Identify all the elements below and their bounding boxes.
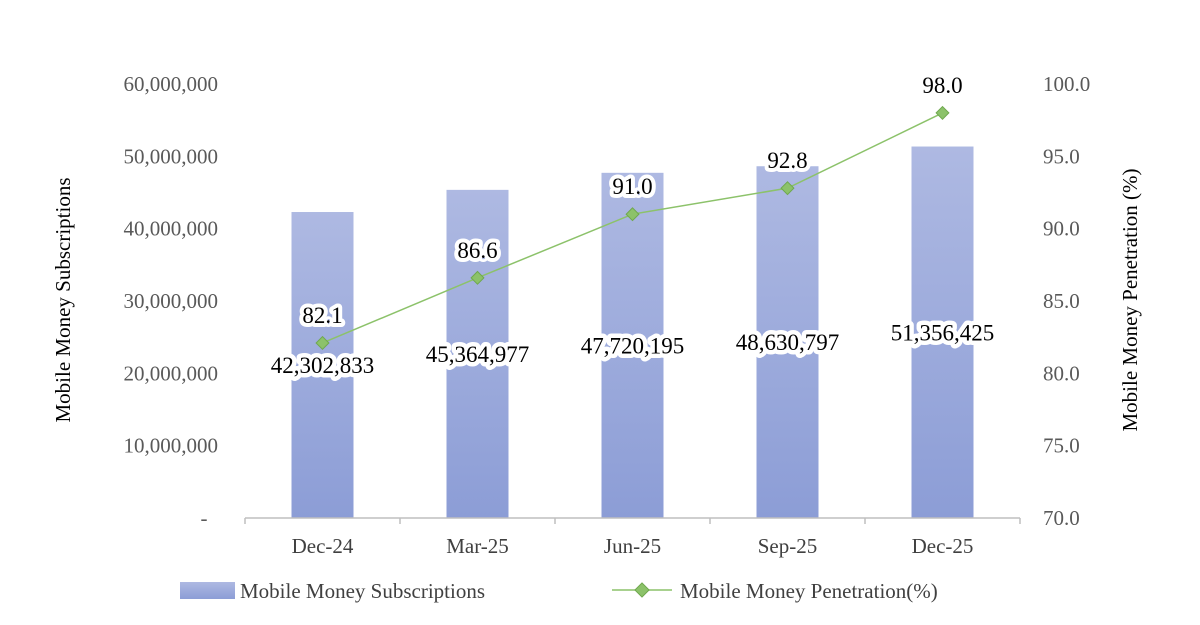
bar-labels-layer: 42,302,833 45,364,977 47,720,195 48,630,797… bbox=[266, 316, 999, 383]
bars-layer bbox=[291, 146, 974, 519]
axis-layer bbox=[244, 517, 1021, 524]
bar-value-label: 51,356,425 bbox=[891, 320, 995, 345]
y-axis-right-title: Mobile Money Penetration (%) bbox=[1118, 168, 1142, 431]
y-right-tick-label: 90.0 bbox=[1043, 217, 1080, 241]
y-right-tick-label: 100.0 bbox=[1043, 72, 1090, 96]
x-tick-label: Dec-24 bbox=[292, 534, 354, 558]
bar-Jun-25 bbox=[601, 172, 664, 519]
line-point-Dec-24 bbox=[315, 335, 330, 351]
bar-Dec-24 bbox=[291, 212, 354, 518]
x-tick-label: Dec-25 bbox=[912, 534, 974, 558]
line-point-Sep-25 bbox=[780, 181, 795, 196]
ticks-layer: - 10,000,000 20,000,000 30,000,000 40,000,00… bbox=[124, 72, 1091, 558]
bar-value-label: 47,720,195 bbox=[581, 333, 685, 358]
line-value-label: 82.1 bbox=[302, 303, 342, 328]
line-point-Dec-25 bbox=[935, 105, 950, 121]
y-right-tick-label: 80.0 bbox=[1043, 361, 1080, 385]
y-left-tick-label: 30,000,000 bbox=[124, 289, 219, 313]
bar-value-label: 45,364,977 bbox=[426, 342, 530, 367]
x-tick-label: Jun-25 bbox=[604, 534, 661, 558]
bar-Mar-25 bbox=[446, 189, 509, 519]
legend-line-label: Mobile Money Penetration(%) bbox=[680, 579, 938, 603]
bar-Sep-25 bbox=[756, 166, 819, 518]
x-tick-label: Sep-25 bbox=[758, 534, 818, 558]
legend-bar-swatch bbox=[180, 582, 235, 599]
y-axis-left-title: Mobile Money Subscriptions bbox=[51, 178, 75, 423]
line-layer bbox=[315, 105, 950, 351]
bar-value-label: 48,630,797 bbox=[736, 330, 840, 355]
bar-value-label: 42,302,833 bbox=[271, 353, 375, 378]
y-left-tick-label: 50,000,000 bbox=[124, 144, 219, 168]
line-point-Jun-25 bbox=[625, 207, 640, 222]
line-value-label: 91.0 bbox=[612, 174, 652, 199]
x-tick-label: Mar-25 bbox=[446, 534, 509, 558]
y-left-tick-label: 40,000,000 bbox=[124, 217, 219, 241]
y-right-tick-label: 95.0 bbox=[1043, 144, 1080, 168]
bar-Dec-25 bbox=[911, 146, 974, 519]
y-left-tick-label: 10,000,000 bbox=[124, 434, 219, 458]
legend: Mobile Money Subscriptions Mobile Money … bbox=[180, 579, 938, 603]
legend-line-marker bbox=[634, 582, 650, 598]
line-value-label: 98.0 bbox=[922, 73, 962, 98]
y-right-tick-label: 85.0 bbox=[1043, 289, 1080, 313]
line-value-label: 92.8 bbox=[767, 148, 807, 173]
line-value-label: 86.6 bbox=[457, 238, 497, 263]
y-right-tick-label: 70.0 bbox=[1043, 506, 1080, 530]
legend-bar-label: Mobile Money Subscriptions bbox=[240, 579, 485, 603]
y-left-tick-label: 20,000,000 bbox=[124, 361, 219, 385]
line-point-Mar-25 bbox=[470, 270, 485, 285]
y-left-tick-label: 60,000,000 bbox=[124, 72, 219, 96]
y-right-tick-label: 75.0 bbox=[1043, 434, 1080, 458]
y-left-tick-label: - bbox=[201, 506, 208, 530]
line-labels-layer: 82.1 86.6 91.0 92.8 98.0 bbox=[298, 69, 966, 332]
